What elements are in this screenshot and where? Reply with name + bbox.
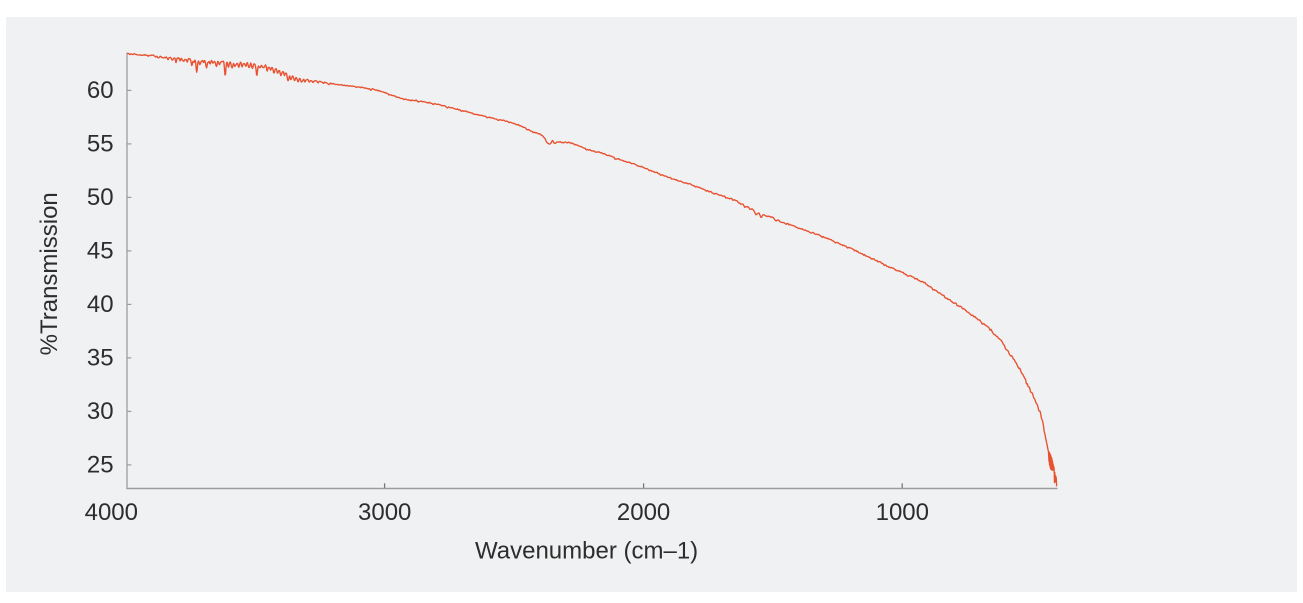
svg-text:55: 55 <box>87 131 114 158</box>
svg-text:2000: 2000 <box>617 499 670 526</box>
svg-text:45: 45 <box>87 238 114 265</box>
svg-text:60: 60 <box>87 77 114 104</box>
svg-text:3000: 3000 <box>358 499 411 526</box>
svg-text:35: 35 <box>87 345 114 372</box>
svg-text:Wavenumber (cm–1): Wavenumber (cm–1) <box>475 537 698 564</box>
svg-text:50: 50 <box>87 184 114 211</box>
svg-text:4000: 4000 <box>85 499 138 526</box>
svg-text:30: 30 <box>87 398 114 425</box>
svg-text:1000: 1000 <box>876 499 929 526</box>
svg-text:%Transmission: %Transmission <box>36 192 63 355</box>
svg-text:40: 40 <box>87 291 114 318</box>
svg-text:25: 25 <box>87 452 114 479</box>
